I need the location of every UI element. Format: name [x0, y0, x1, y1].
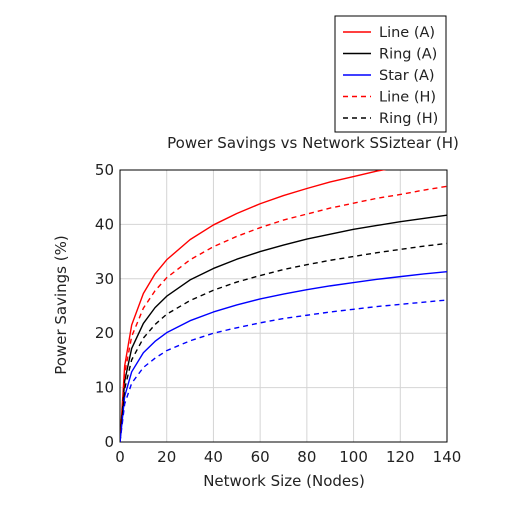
x-tick-label: 20: [157, 448, 176, 466]
x-tick-label: 120: [386, 448, 415, 466]
legend-label: Star (A): [379, 68, 435, 84]
legend-label: Line (H): [379, 90, 436, 106]
legend-label: Line (A): [379, 25, 435, 41]
y-tick-label: 50: [95, 161, 114, 179]
series-layer: [120, 170, 447, 442]
y-axis-label: Power Savings (%): [52, 235, 70, 374]
y-tick-label: 0: [104, 433, 114, 451]
series-line-1: [120, 214, 447, 442]
x-tick-label: 100: [339, 448, 368, 466]
legend-box: [334, 15, 447, 133]
x-tick-label: 40: [204, 448, 223, 466]
grid: [119, 169, 448, 443]
y-tick-label: 30: [95, 270, 114, 288]
x-tick-label: 0: [115, 448, 125, 466]
plot-frame: [119, 169, 448, 443]
y-tick-label: 40: [95, 215, 114, 233]
x-axis-label: Network Size (Nodes): [203, 472, 365, 490]
tick-labels: 0 20 40 60 80 100 120 140 0 10 20 30 40 50: [95, 161, 461, 466]
x-tick-label: 140: [433, 448, 462, 466]
y-tick-label: 10: [95, 379, 114, 397]
series-line-4: [120, 242, 447, 442]
series-line-5: [120, 299, 447, 442]
series-line-0: [120, 170, 387, 442]
y-tick-label: 20: [95, 324, 114, 342]
x-tick-label: 80: [297, 448, 316, 466]
x-tick-label: 60: [251, 448, 270, 466]
chart-title: Power Savings vs Network SSiztear (H): [167, 134, 459, 152]
series-line-3: [120, 185, 447, 442]
legend-label: Ring (H): [379, 111, 438, 127]
legend-label: Ring (A): [379, 47, 437, 63]
series-line-2: [120, 271, 447, 442]
legend: Line (A) Ring (A) Star (A) Line (H) Ring (H): [334, 15, 447, 133]
